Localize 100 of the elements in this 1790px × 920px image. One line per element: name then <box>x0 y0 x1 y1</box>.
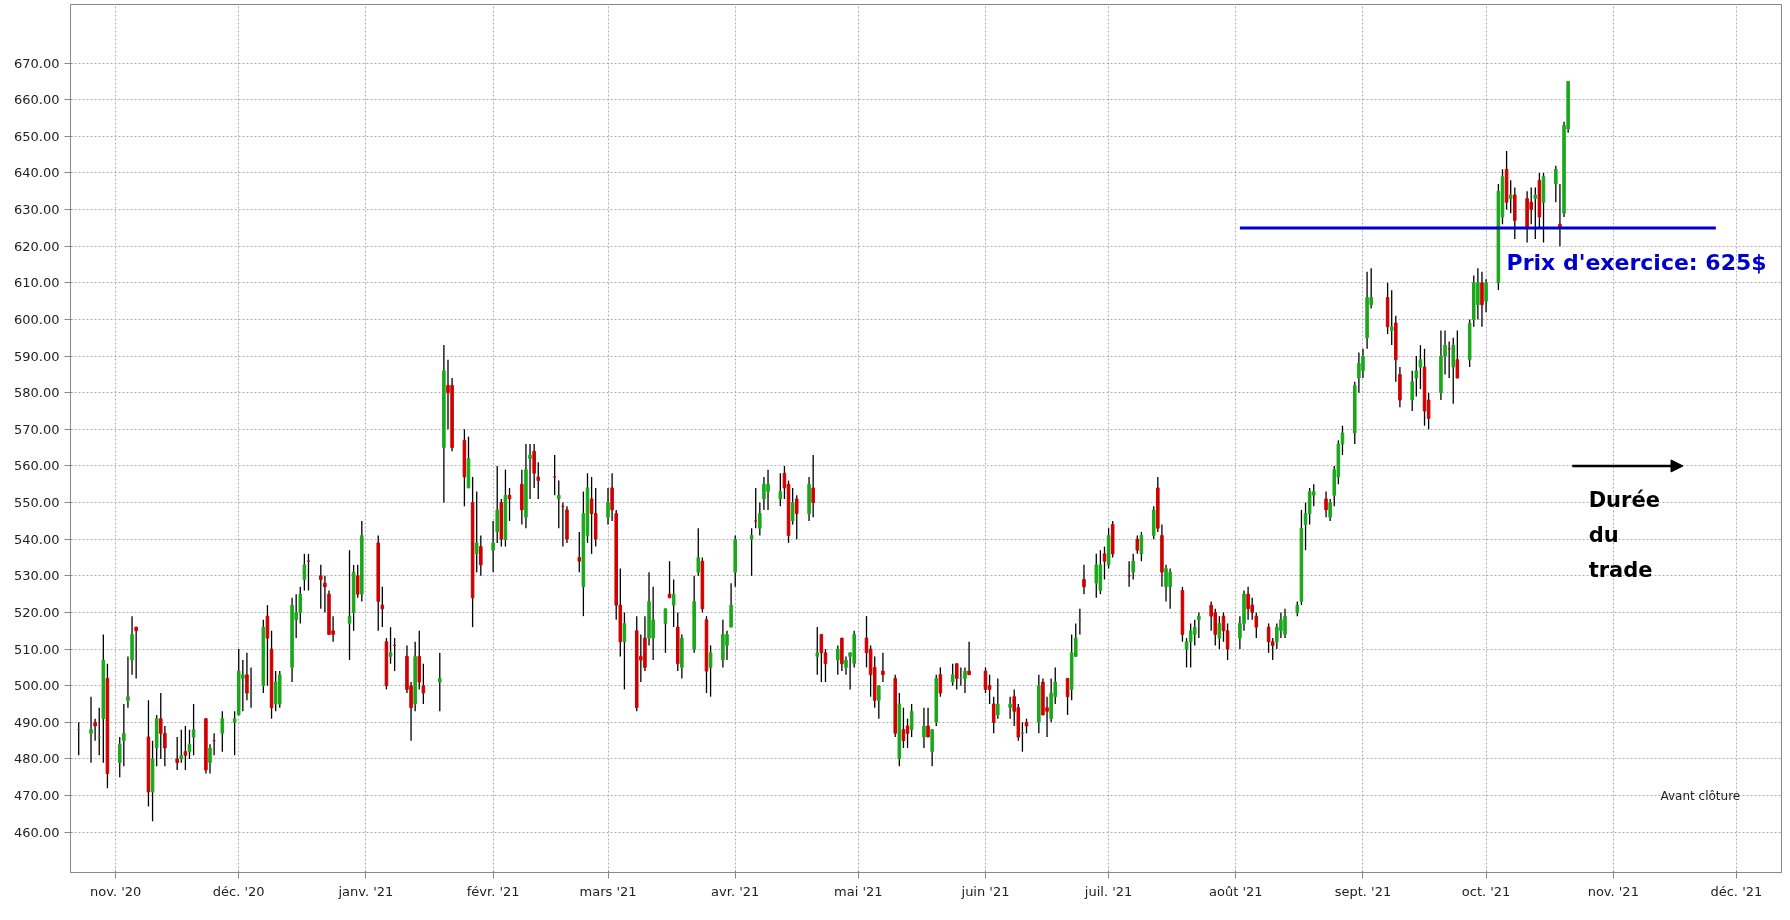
x-tick-label: déc. '20 <box>212 883 265 899</box>
candlestick <box>302 553 307 592</box>
candlestick <box>319 564 323 610</box>
candlestick <box>725 630 729 661</box>
x-tick-label: déc. '21 <box>1710 883 1763 899</box>
candlestick <box>877 685 881 720</box>
candlestick <box>1279 611 1283 639</box>
x-tick-label: août '21 <box>1209 883 1263 899</box>
candlestick <box>557 479 561 529</box>
candlestick <box>1246 586 1250 621</box>
y-tick-label: 500.00 <box>14 678 60 694</box>
candlestick <box>507 487 512 522</box>
candlestick <box>589 476 594 555</box>
candlestick <box>1508 179 1513 214</box>
candlestick <box>749 527 754 577</box>
candlestick <box>955 663 959 691</box>
candlestick <box>905 718 910 749</box>
y-tick-label: 480.00 <box>14 751 60 767</box>
candlestick <box>273 670 278 712</box>
candlestick <box>1554 165 1558 203</box>
x-tick-label: févr. '21 <box>466 883 520 899</box>
candlestick <box>836 644 840 676</box>
y-tick-label: 470.00 <box>14 788 60 804</box>
y-tick-label: 610.00 <box>14 275 60 291</box>
candlestick <box>811 454 815 518</box>
candlestick <box>1197 611 1201 639</box>
candlestick <box>1082 564 1086 595</box>
candlestick <box>815 626 820 676</box>
y-tick-label: 630.00 <box>14 202 60 218</box>
candlestick <box>708 644 713 698</box>
candlestick <box>696 527 701 577</box>
y-tick-label: 560.00 <box>14 458 60 474</box>
candlestick <box>1188 622 1193 669</box>
candlestick <box>983 666 988 694</box>
candlestick <box>1094 553 1099 599</box>
candlestick <box>479 534 483 577</box>
candlestick <box>930 729 934 767</box>
y-tick-label: 490.00 <box>14 714 60 730</box>
candlestick <box>926 707 930 738</box>
y-tick-label: 600.00 <box>14 311 60 327</box>
candlestick <box>474 490 479 573</box>
candlestick <box>1135 534 1140 555</box>
y-tick-label: 580.00 <box>14 385 60 401</box>
x-tick-label: janv. '21 <box>337 883 394 899</box>
candlestick <box>1418 344 1423 390</box>
y-tick-label: 510.00 <box>14 641 60 657</box>
y-tick-label: 570.00 <box>14 421 60 437</box>
y-tick-label: 540.00 <box>14 531 60 547</box>
candlestick <box>778 472 783 507</box>
candlestick <box>1008 696 1012 720</box>
candlestick <box>1283 608 1287 639</box>
candlestick <box>651 586 655 661</box>
candlestick <box>1476 267 1480 321</box>
candlestick <box>232 710 237 756</box>
candlestick <box>1410 370 1414 412</box>
candlestick <box>265 604 270 687</box>
candlestick <box>1324 490 1328 518</box>
y-tick-label: 590.00 <box>14 348 60 364</box>
candlestick <box>388 626 393 665</box>
candlestick <box>183 725 188 771</box>
candlestick <box>950 663 955 687</box>
candlestick <box>241 659 245 712</box>
candlestick <box>1139 531 1144 562</box>
x-tick-label: mars '21 <box>579 883 637 899</box>
candlestick <box>1484 278 1488 313</box>
x-tick-label: sept. '21 <box>1334 883 1392 899</box>
annotation: Prix d'exercice: 625$ <box>1506 249 1767 275</box>
candlestick <box>1451 337 1456 405</box>
candlestick <box>355 564 360 599</box>
annotation: Durée du trade <box>1588 487 1660 582</box>
y-tick-label: 640.00 <box>14 165 60 181</box>
x-tick-label: oct. '21 <box>1461 883 1511 899</box>
candlestick <box>1529 186 1533 225</box>
x-tick-label: juil. '21 <box>1083 883 1133 899</box>
y-tick-label: 670.00 <box>14 55 60 71</box>
candlestick <box>1168 567 1172 610</box>
candlestick <box>1389 289 1394 346</box>
candlestick <box>191 703 196 756</box>
candlestick <box>220 710 225 753</box>
x-tick-label: mai '21 <box>834 883 883 899</box>
candlestick <box>89 696 93 764</box>
candlestick <box>175 736 179 771</box>
candlestick <box>671 578 676 628</box>
candlestick <box>758 501 762 537</box>
candlestick <box>347 549 352 661</box>
candlestick <box>987 674 992 705</box>
candlestick <box>729 582 733 628</box>
x-tick-label: avr. '21 <box>711 883 760 899</box>
x-tick-label: juin '21 <box>960 883 1010 899</box>
candlestick <box>1209 600 1213 632</box>
x-tick-label: nov. '20 <box>90 883 142 899</box>
y-tick-label: 550.00 <box>14 495 60 511</box>
candlestick <box>967 641 971 676</box>
annotation: Avant clôture <box>1660 788 1741 803</box>
y-tick-label: 530.00 <box>14 568 60 584</box>
candlestick <box>996 677 1000 720</box>
candlestick <box>794 494 799 540</box>
y-tick-label: 460.00 <box>14 824 60 840</box>
candlestick <box>1480 271 1484 328</box>
candlestick <box>1102 545 1107 581</box>
